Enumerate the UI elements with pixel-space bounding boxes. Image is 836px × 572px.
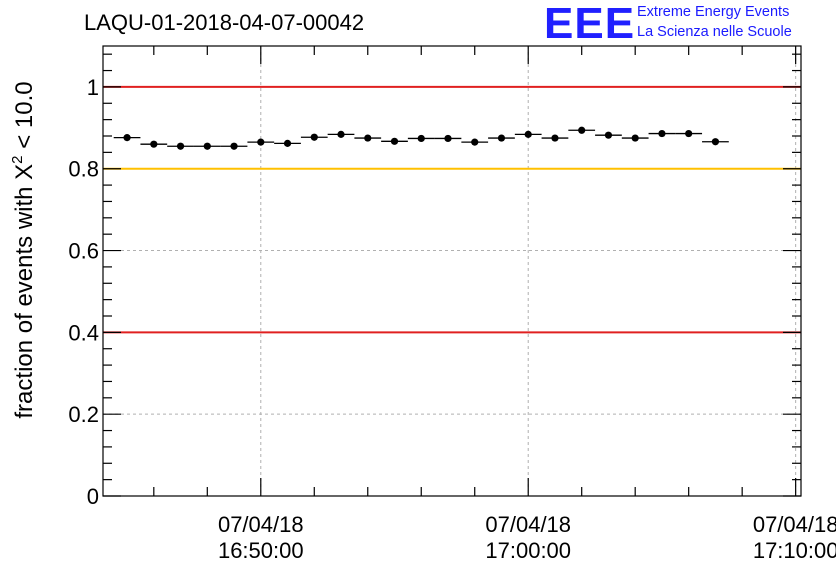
x-tick-label-date: 07/04/18 <box>753 512 836 537</box>
data-point <box>310 133 318 141</box>
svg-text:fraction of events with: fraction of events with X2 < 10.0 <box>1 81 38 418</box>
data-point <box>524 130 532 138</box>
data-point <box>658 129 666 138</box>
y-tick-label: 0 <box>87 484 99 509</box>
y-tick-label: 0.2 <box>68 402 99 427</box>
axis-ticks <box>103 46 801 497</box>
data-point <box>390 137 399 145</box>
logo-line-1: Extreme Energy Events <box>637 4 790 20</box>
data-point <box>711 138 720 146</box>
data-point <box>497 134 506 142</box>
data-point <box>471 138 479 146</box>
data-point <box>257 138 265 146</box>
data-point <box>604 131 613 139</box>
data-point <box>123 134 131 142</box>
data-point <box>150 140 158 148</box>
y-tick-label: 0.6 <box>68 239 99 264</box>
plot-frame <box>102 45 802 497</box>
data-point <box>364 134 372 142</box>
data-point <box>578 126 586 134</box>
data-points <box>113 126 729 150</box>
tick-labels: 00.20.40.60.8107/04/1816:50:0007/04/1817… <box>68 75 836 563</box>
y-tick-label: 1 <box>87 75 99 100</box>
x-tick-label-date: 07/04/18 <box>218 512 304 537</box>
y-axis-label: fraction of events with X2 < 10.0 <box>1 81 38 418</box>
x-tick-label-date: 07/04/18 <box>485 512 571 537</box>
data-point <box>176 142 185 150</box>
data-point <box>337 130 345 138</box>
data-point <box>283 139 292 147</box>
data-point <box>230 142 238 150</box>
y-axis-label-symbol: X <box>11 164 38 180</box>
eee-logo: EEE <box>544 0 636 48</box>
x-tick-label-time: 17:10:00 <box>753 538 836 563</box>
data-point <box>444 134 452 143</box>
reference-lines <box>103 85 801 334</box>
logo-line-2: La Scienza nelle Scuole <box>637 24 792 40</box>
y-axis-label-prefix: fraction of events with <box>11 186 38 418</box>
x-tick-label-time: 17:00:00 <box>485 538 571 563</box>
data-point <box>417 134 425 143</box>
y-tick-label: 0.8 <box>68 157 99 182</box>
data-point <box>685 129 693 138</box>
y-axis-label-superscript: 2 <box>9 155 26 163</box>
data-point <box>203 142 211 150</box>
x-tick-label-time: 16:50:00 <box>218 538 304 563</box>
chart-title: LAQU-01-2018-04-07-00042 <box>84 10 365 35</box>
y-tick-label: 0.4 <box>68 320 99 345</box>
grid-lines <box>103 46 801 496</box>
y-axis-label-suffix: < 10.0 <box>11 81 38 148</box>
data-point <box>551 134 559 142</box>
data-point <box>631 134 639 142</box>
